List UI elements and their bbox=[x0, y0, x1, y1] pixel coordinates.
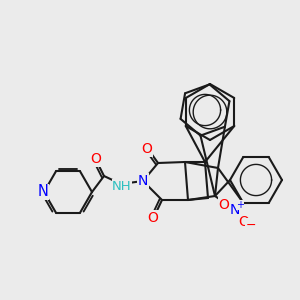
Text: O: O bbox=[142, 142, 152, 156]
Text: N: N bbox=[38, 184, 48, 200]
Text: O: O bbox=[91, 152, 101, 166]
Text: NH: NH bbox=[112, 179, 132, 193]
Text: −: − bbox=[246, 218, 256, 232]
Text: N: N bbox=[230, 203, 240, 217]
Text: O: O bbox=[219, 198, 230, 212]
Text: O: O bbox=[148, 211, 158, 225]
Text: O: O bbox=[238, 215, 249, 229]
Text: N: N bbox=[138, 174, 148, 188]
Text: +: + bbox=[236, 200, 244, 210]
